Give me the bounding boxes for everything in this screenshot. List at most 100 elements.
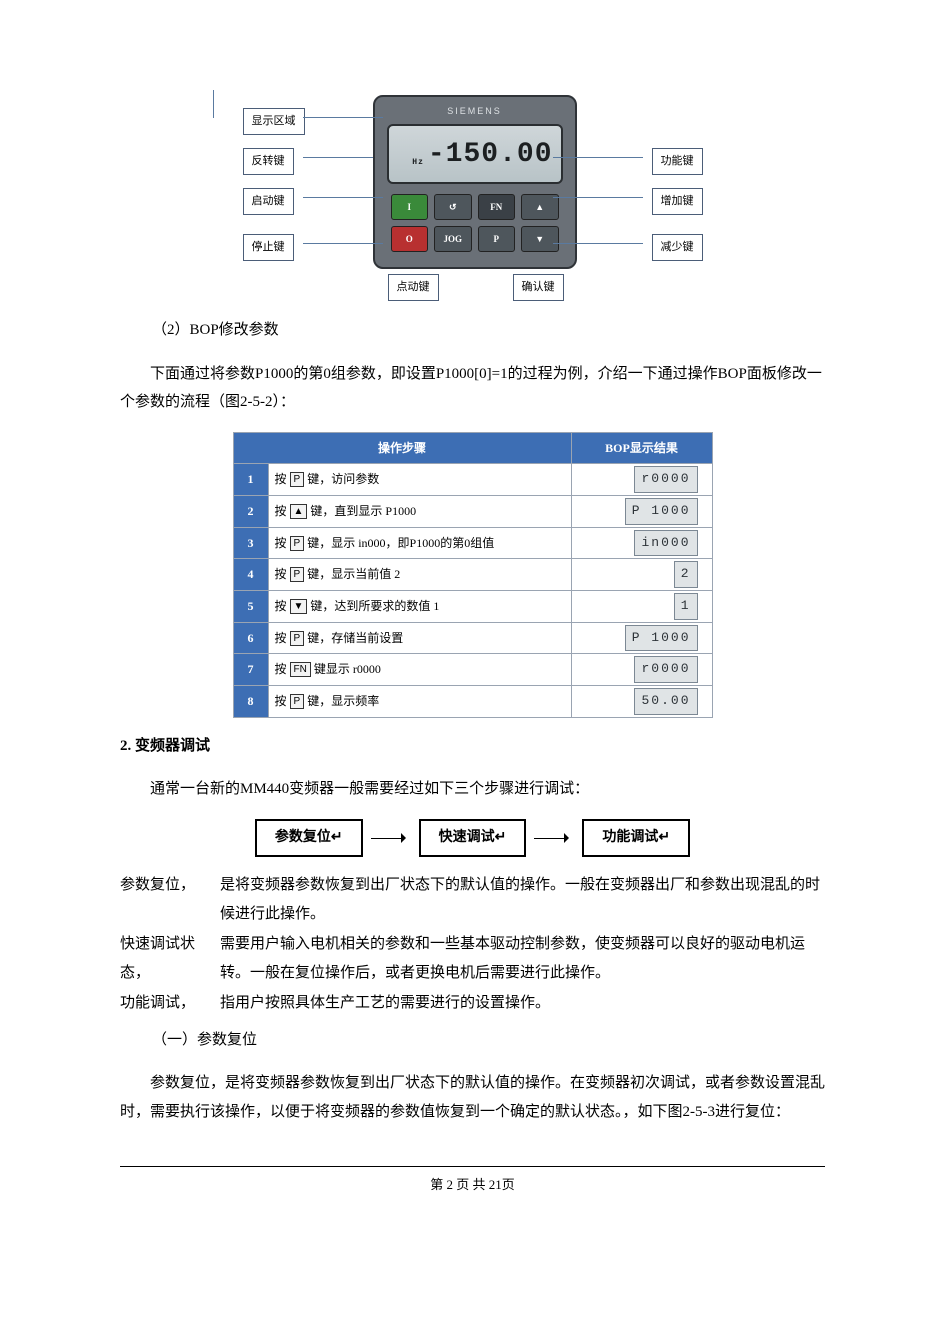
keycap-icon: P: [290, 631, 305, 646]
down-key[interactable]: ▼: [521, 226, 559, 252]
bop-panel: SIEMENS Hz -150.00 I ↺ FN ▲ O JOG P ▼: [373, 95, 577, 269]
lead-line: [303, 197, 383, 198]
table-row: 3按 P 键，显示 in000，即P1000的第0组值 in000: [233, 527, 712, 559]
keycap-icon: ▼: [290, 599, 308, 614]
keycap-icon: P: [290, 567, 305, 582]
def-body-b: 需要用户输入电机相关的参数和一些基本驱动控制参数，使变频器可以良好的驱动电机运转…: [220, 930, 825, 987]
lcd-display: Hz -150.00: [387, 124, 563, 184]
callout-start: 启动键: [243, 188, 294, 215]
lead-line: [553, 157, 643, 158]
callout-fn: 功能键: [652, 148, 703, 175]
fn-key[interactable]: FN: [478, 194, 516, 220]
row-display: in000: [571, 527, 712, 559]
seven-seg-display: 50.00: [634, 688, 697, 715]
seven-seg-display: in000: [634, 530, 697, 557]
def-body-c: 指用户按照具体生产工艺的需要进行的设置操作。: [220, 989, 825, 1018]
row-display: 1: [571, 591, 712, 623]
steps-table: 操作步骤 BOP显示结果 1按 P 键，访问参数r00002按 ▲ 键，直到显示…: [233, 432, 713, 718]
row-step: 按 ▲ 键，直到显示 P1000: [268, 495, 571, 527]
lead-line: [553, 243, 643, 244]
row-step: 按 ▼ 键，达到所要求的数值 1: [268, 591, 571, 623]
callout-up: 增加键: [652, 188, 703, 215]
brand-label: SIEMENS: [375, 103, 575, 120]
flow-box-a: 参数复位↵: [255, 819, 363, 858]
table-row: 6按 P 键，存储当前设置 P 1000: [233, 622, 712, 654]
table-row: 7按 FN 键显示 r0000 r0000: [233, 654, 712, 686]
def-term-a: 参数复位，: [120, 871, 220, 928]
section-3-text: 通常一台新的MM440变频器一般需要经过如下三个步骤进行调试：: [120, 775, 825, 804]
lead-line: [213, 104, 214, 118]
section-4-text: 参数复位，是将变频器参数恢复到出厂状态下的默认值的操作。在变频器初次调试，或者参…: [120, 1069, 825, 1126]
flow-box-c: 功能调试↵: [582, 819, 690, 858]
row-display: P 1000: [571, 622, 712, 654]
lead-line: [303, 243, 383, 244]
row-step: 按 P 键，显示当前值 2: [268, 559, 571, 591]
lead-line: [303, 117, 383, 118]
row-step: 按 P 键，访问参数: [268, 464, 571, 496]
callout-p: 确认键: [513, 274, 564, 301]
row-num: 7: [233, 654, 268, 686]
callout-jog: 点动键: [388, 274, 439, 301]
keycap-icon: P: [290, 472, 305, 487]
section-3-heading: 2. 变频器调试: [120, 732, 825, 761]
def-body-a: 是将变频器参数恢复到出厂状态下的默认值的操作。一般在变频器出厂和参数出现混乱的时…: [220, 871, 825, 928]
lead-line: [213, 90, 214, 104]
row-num: 3: [233, 527, 268, 559]
row-num: 1: [233, 464, 268, 496]
seven-seg-display: P 1000: [625, 625, 698, 652]
row-display: r0000: [571, 464, 712, 496]
page-footer: 第 2 页 共 21页: [120, 1173, 825, 1198]
p-key[interactable]: P: [478, 226, 516, 252]
callout-down: 减少键: [652, 234, 703, 261]
table-header-disp: BOP显示结果: [571, 432, 712, 464]
lead-line: [303, 157, 373, 158]
seven-seg-display: r0000: [634, 466, 697, 493]
keycap-icon: ▲: [290, 504, 308, 519]
start-key[interactable]: I: [391, 194, 429, 220]
def-row: 参数复位， 是将变频器参数恢复到出厂状态下的默认值的操作。一般在变频器出厂和参数…: [120, 871, 825, 928]
callout-display: 显示区域: [243, 108, 305, 135]
row-display: 2: [571, 559, 712, 591]
row-display: r0000: [571, 654, 712, 686]
table-row: 8按 P 键，显示频率 50.00: [233, 686, 712, 718]
lcd-value: -150.00: [428, 128, 553, 181]
table-row: 5按 ▼ 键，达到所要求的数值 1 1: [233, 591, 712, 623]
section-2-text: 下面通过将参数P1000的第0组参数，即设置P1000[0]=1的过程为例，介绍…: [120, 360, 825, 417]
seven-seg-display: 2: [674, 561, 698, 588]
table-row: 4按 P 键，显示当前值 2 2: [233, 559, 712, 591]
row-num: 5: [233, 591, 268, 623]
table-row: 1按 P 键，访问参数 r0000: [233, 464, 712, 496]
keypad: I ↺ FN ▲ O JOG P ▼: [391, 194, 559, 252]
callout-stop: 停止键: [243, 234, 294, 261]
flow-diagram: 参数复位↵ 快速调试↵ 功能调试↵: [120, 819, 825, 858]
bop-diagram: SIEMENS Hz -150.00 I ↺ FN ▲ O JOG P ▼ 显示…: [213, 90, 733, 300]
def-row: 快速调试状态， 需要用户输入电机相关的参数和一些基本驱动控制参数，使变频器可以良…: [120, 930, 825, 987]
flow-box-b: 快速调试↵: [419, 819, 527, 858]
section-4-title: （一）参数复位: [152, 1026, 825, 1055]
seven-seg-display: 1: [674, 593, 698, 620]
row-num: 8: [233, 686, 268, 718]
lead-line: [553, 197, 643, 198]
jog-key[interactable]: JOG: [434, 226, 472, 252]
reverse-key[interactable]: ↺: [434, 194, 472, 220]
keycap-icon: P: [290, 694, 305, 709]
row-step: 按 P 键，显示 in000，即P1000的第0组值: [268, 527, 571, 559]
row-step: 按 FN 键显示 r0000: [268, 654, 571, 686]
callout-reverse: 反转键: [243, 148, 294, 175]
row-num: 4: [233, 559, 268, 591]
row-step: 按 P 键，显示频率: [268, 686, 571, 718]
stop-key[interactable]: O: [391, 226, 429, 252]
footer-rule: [120, 1166, 825, 1167]
row-step: 按 P 键，存储当前设置: [268, 622, 571, 654]
row-display: 50.00: [571, 686, 712, 718]
bop-diagram-container: SIEMENS Hz -150.00 I ↺ FN ▲ O JOG P ▼ 显示…: [120, 90, 825, 300]
seven-seg-display: P 1000: [625, 498, 698, 525]
lcd-unit: Hz: [412, 155, 424, 170]
def-term-c: 功能调试，: [120, 989, 220, 1018]
row-num: 2: [233, 495, 268, 527]
seven-seg-display: r0000: [634, 656, 697, 683]
row-num: 6: [233, 622, 268, 654]
def-row: 功能调试， 指用户按照具体生产工艺的需要进行的设置操作。: [120, 989, 825, 1018]
table-header-step: 操作步骤: [233, 432, 571, 464]
section-2-title: （2）BOP修改参数: [152, 316, 825, 345]
